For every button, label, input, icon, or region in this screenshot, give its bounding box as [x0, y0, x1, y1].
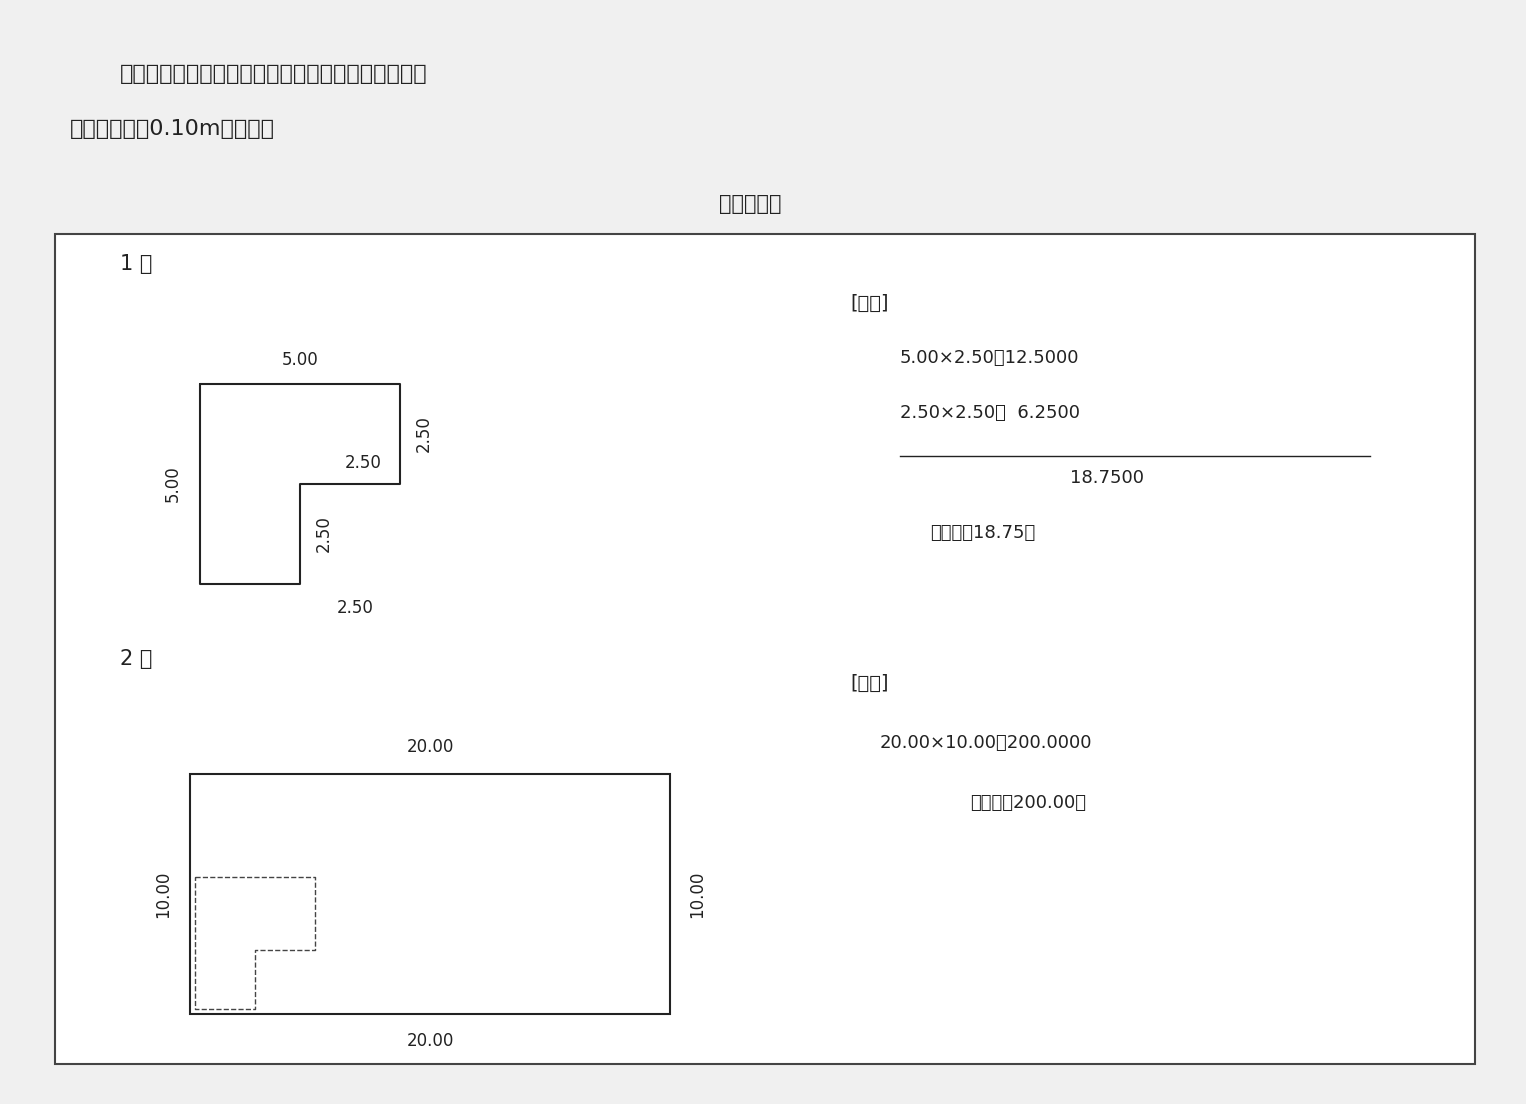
Text: 2.50×2.50＝  6.2500: 2.50×2.50＝ 6.2500	[900, 404, 1080, 422]
Text: ただし壁厚を0.10mとする。: ただし壁厚を0.10mとする。	[70, 119, 275, 139]
Text: 10.00: 10.00	[688, 870, 707, 917]
Text: 20.00: 20.00	[406, 737, 453, 756]
Text: 床面積　200.00㎡: 床面積 200.00㎡	[971, 794, 1087, 813]
Text: [求積]: [求積]	[850, 675, 888, 693]
Text: ２階の区分建物の各階平面図は，次のようになる。: ２階の区分建物の各階平面図は，次のようになる。	[121, 64, 427, 84]
Text: 2.50: 2.50	[337, 599, 374, 617]
Text: 20.00×10.00＝200.0000: 20.00×10.00＝200.0000	[881, 734, 1093, 752]
Text: [求積]: [求積]	[850, 294, 888, 314]
Text: 2 階: 2 階	[121, 649, 153, 669]
Bar	[191, 774, 670, 1013]
Text: 1 階: 1 階	[121, 254, 153, 274]
Text: 2.50: 2.50	[415, 415, 433, 453]
Text: 5.00: 5.00	[163, 466, 182, 502]
Bar	[55, 234, 1476, 1064]
Text: 各階平面図: 各階平面図	[719, 194, 781, 214]
Text: 5.00×2.50＝12.5000: 5.00×2.50＝12.5000	[900, 349, 1079, 367]
Text: 2.50: 2.50	[345, 454, 382, 473]
Text: 18.7500: 18.7500	[1070, 469, 1144, 487]
Text: 5.00: 5.00	[282, 351, 319, 369]
Text: 20.00: 20.00	[406, 1032, 453, 1050]
Text: 2.50: 2.50	[314, 516, 333, 552]
Text: 10.00: 10.00	[154, 870, 172, 917]
Text: 床面積　18.75㎡: 床面積 18.75㎡	[929, 524, 1035, 542]
